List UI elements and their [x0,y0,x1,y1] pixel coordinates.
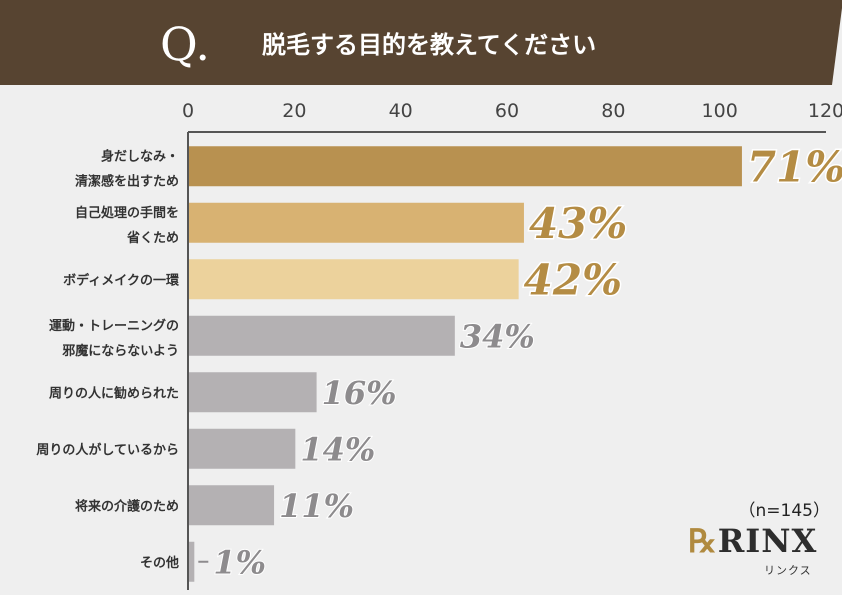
header-banner: Q. 脱毛する目的を教えてください [0,0,842,85]
category-label: 運動・トレーニングの [49,318,179,334]
x-tick-label: 80 [601,100,625,122]
bar [189,541,195,582]
bar [189,315,455,356]
brand-logo: ℞RINX リンクス [686,522,836,582]
category-label: 省くため [126,230,179,246]
category-labels: 身だしなみ・清潔感を出すため自己処理の手間を省くためボディメイクの一環運動・トレ… [36,148,180,571]
category-label: 将来の介護のため [75,498,179,514]
logo-subtext: リンクス [764,564,812,577]
data-label: 43% [529,199,627,248]
header-background [0,0,842,85]
x-tick-label: 40 [389,100,413,122]
x-axis-ticks: 0 20 40 60 80 100 120 [182,100,842,122]
data-label: 16% [322,374,397,412]
question-text: 脱毛する目的を教えてください [262,31,596,59]
category-label: 自己処理の手間を [75,205,179,221]
sample-size-note: （n=145） [738,501,830,521]
bar [189,428,296,469]
logo-brand-text: RINX [717,522,818,560]
x-tick-label: 60 [495,100,519,122]
x-tick-label: 120 [808,100,842,122]
logo-emblem: ℞ [688,522,718,560]
category-label: 周りの人に勧められた [49,385,179,401]
data-labels: 71% 43% 42% 34% 16% 14% 11% 1% [198,141,842,582]
x-tick-label: 20 [282,100,306,122]
bars [189,146,742,582]
bar [189,372,317,413]
category-label: 周りの人がしているから [36,442,179,458]
x-tick-label: 0 [182,100,194,122]
data-label: 34% [460,317,535,355]
data-label: 42% [524,255,622,304]
question-mark: Q. [160,17,210,71]
category-label: 邪魔にならないよう [61,343,179,359]
bar [189,202,524,243]
category-label: 身だしなみ・ [101,148,179,164]
bar [189,485,275,526]
x-tick-label: 100 [702,100,738,122]
data-label: 1% [213,543,266,581]
data-label: 71% [747,142,842,191]
bar [189,146,742,187]
data-label: 11% [279,487,354,525]
category-label: その他 [140,555,179,571]
bar [189,259,519,300]
data-label: 14% [300,430,375,468]
category-label: 清潔感を出すため [75,173,179,189]
category-label: ボディメイクの一環 [63,272,180,288]
logo-wordmark: ℞RINX [688,522,817,560]
